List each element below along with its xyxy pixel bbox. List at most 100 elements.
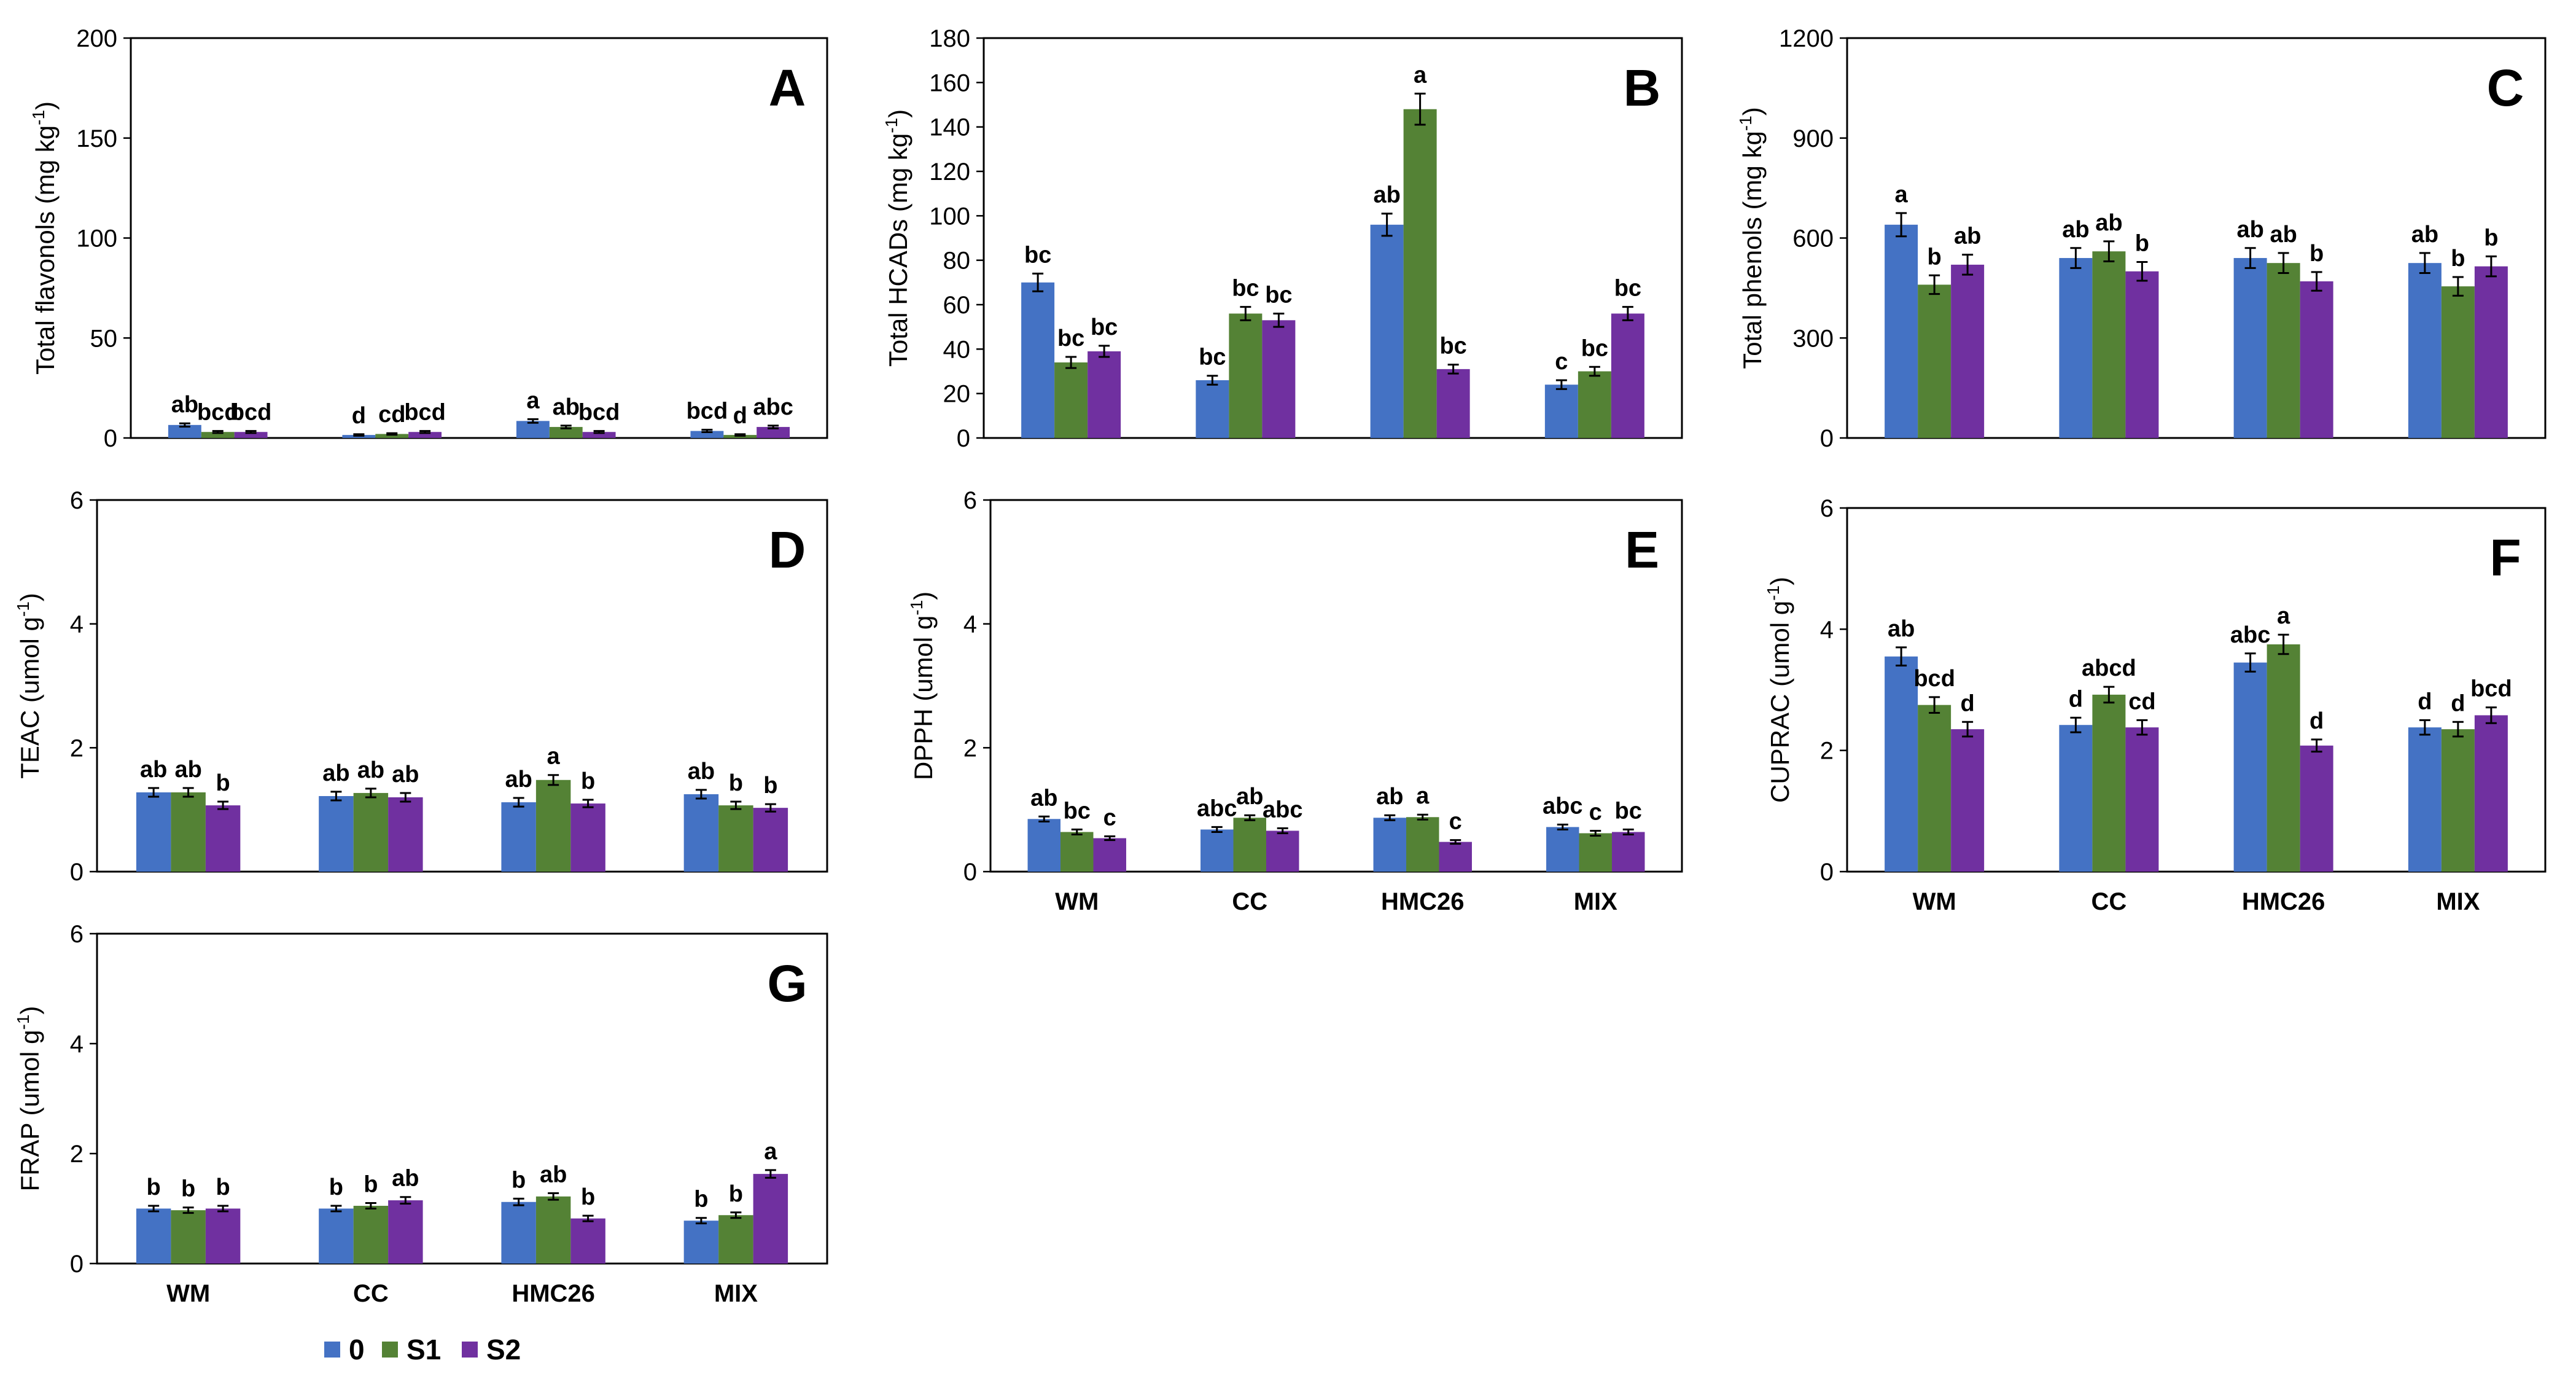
panel-g-sig-label: a xyxy=(764,1139,777,1165)
panel-a-bar xyxy=(375,434,409,438)
panel-f-bar xyxy=(2267,644,2300,872)
panel-a-sig-label: abc xyxy=(753,394,793,420)
panel-e-sig-label: c xyxy=(1103,805,1116,831)
panel-g-category-label: HMC26 xyxy=(512,1280,595,1307)
panel-e-sig-label: bc xyxy=(1064,798,1091,824)
panel-d-sig-label: ab xyxy=(357,757,384,783)
panel-d-sig-label: ab xyxy=(140,757,167,783)
panel-f-bar xyxy=(1951,729,1985,872)
panel-g-frame xyxy=(96,932,828,1265)
panel-c-ytick-label: 300 xyxy=(1792,325,1834,352)
panel-g-sig-label: b xyxy=(512,1167,526,1193)
panel-f-bar xyxy=(2233,662,2267,872)
panel-f-sig-label: d xyxy=(2418,689,2432,714)
panel-g-sig-label: b xyxy=(181,1176,195,1202)
panel-e-bar xyxy=(1546,827,1579,872)
panel-f-sig-label: cd xyxy=(2128,689,2155,714)
panel-a-ylabel: Total flavonols (mg kg-1) xyxy=(29,101,60,375)
panel-e-sig-label: abc xyxy=(1263,797,1302,822)
panel-d-sig-label: a xyxy=(547,744,561,770)
panel-g-category-label: WM xyxy=(166,1280,210,1307)
panel-g-ytick-label: 4 xyxy=(70,1031,84,1058)
panel-e-bar xyxy=(1093,838,1126,872)
panel-a-bar xyxy=(168,424,201,438)
panel-b-bar xyxy=(1436,369,1470,438)
panel-b-sig-label: bc xyxy=(1024,242,1051,268)
panel-e-bar xyxy=(1266,830,1299,872)
panel-c-bar xyxy=(2233,258,2267,438)
panel-d-sig-label: b xyxy=(581,768,595,794)
panel-c-bar xyxy=(2474,266,2508,438)
panel-a-ytick-label: 150 xyxy=(76,125,117,152)
panel-e-sig-label: abc xyxy=(1197,795,1237,821)
panel-b-ytick-label: 120 xyxy=(929,158,970,186)
panel-f-ytick-label: 6 xyxy=(1820,495,1834,522)
panel-e-ytick-label: 4 xyxy=(963,611,977,638)
panel-f-sig-label: abc xyxy=(2230,622,2270,648)
panel-b-sig-label: bc xyxy=(1439,334,1466,359)
panel-b-bar xyxy=(1578,371,1611,438)
panel-d-ylabel: TEAC (umol g-1) xyxy=(14,593,44,779)
panel-d-bar xyxy=(136,792,171,872)
panel-e-category-label: CC xyxy=(1232,888,1267,915)
panel-e-sig-label: c xyxy=(1589,799,1602,825)
panel-a-ytick-label: 200 xyxy=(76,25,117,52)
panel-a-ytick-label: 50 xyxy=(90,325,118,352)
panel-f-category-label: CC xyxy=(2091,888,2127,915)
panel-c-ytick-label: 900 xyxy=(1792,125,1834,152)
panel-a-bar xyxy=(201,432,235,438)
panel-b-sig-label: bc xyxy=(1614,276,1641,302)
panel-c-bar xyxy=(2092,251,2126,438)
panel-b-sig-label: bc xyxy=(1199,345,1226,370)
panel-f-bar xyxy=(2441,729,2475,872)
panel-c-bar xyxy=(2059,258,2093,438)
panel-d-bar xyxy=(501,802,536,872)
panel-a-ytick-label: 0 xyxy=(104,425,117,452)
panel-g-bar xyxy=(171,1210,206,1264)
panel-e-bar xyxy=(1060,832,1094,872)
panel-a-bar xyxy=(549,427,583,438)
panel-g-sig-label: b xyxy=(147,1174,161,1200)
panel-b-ytick-label: 180 xyxy=(929,25,970,52)
panel-e-sig-label: ab xyxy=(1376,784,1403,810)
panel-b-bar xyxy=(1611,313,1644,438)
panel-f-ylabel: CUPRAC (umol g-1) xyxy=(1764,577,1794,803)
panel-e-category-label: HMC26 xyxy=(1381,888,1465,915)
panel-b-ytick-label: 40 xyxy=(943,336,971,363)
panel-f-sig-label: bcd xyxy=(1913,666,1955,692)
panel-b-letter: B xyxy=(1624,59,1661,117)
panel-f-bar xyxy=(2125,727,2159,872)
panel-b-frame xyxy=(983,37,1683,439)
panel-g-bar xyxy=(753,1174,788,1264)
panel-b-ytick-label: 140 xyxy=(929,114,970,141)
panel-f-bar xyxy=(2408,727,2442,872)
panel-c-bar xyxy=(1885,224,1918,438)
panel-a-bar xyxy=(582,432,616,438)
panel-b-sig-label: ab xyxy=(1373,182,1400,208)
panel-b-ytick-label: 0 xyxy=(957,425,970,452)
panel-a-bar xyxy=(757,427,790,438)
panel-e-bar xyxy=(1439,842,1472,872)
legend-swatch-0 xyxy=(324,1342,340,1358)
panel-b-bar xyxy=(1088,351,1121,438)
panel-d-ytick-label: 4 xyxy=(70,611,84,638)
legend-label-s1: S1 xyxy=(407,1334,441,1366)
panel-d-letter: D xyxy=(769,521,806,579)
panel-d-ytick-label: 6 xyxy=(70,487,84,514)
panel-e-bar xyxy=(1611,832,1645,872)
panel-f-category-label: MIX xyxy=(2436,888,2480,915)
panel-e-category-label: MIX xyxy=(1574,888,1617,915)
panel-e-sig-label: ab xyxy=(1030,785,1057,811)
legend-swatch-s1 xyxy=(382,1342,398,1358)
panel-g-sig-label: b xyxy=(581,1184,595,1210)
panel-c-sig-label: ab xyxy=(2236,217,2263,243)
panel-d-bar xyxy=(319,795,354,872)
panel-e-sig-label: ab xyxy=(1236,784,1263,810)
panel-f-ytick-label: 4 xyxy=(1820,616,1834,643)
panel-g-sig-label: b xyxy=(216,1174,230,1200)
panel-f-bar xyxy=(2300,745,2333,872)
